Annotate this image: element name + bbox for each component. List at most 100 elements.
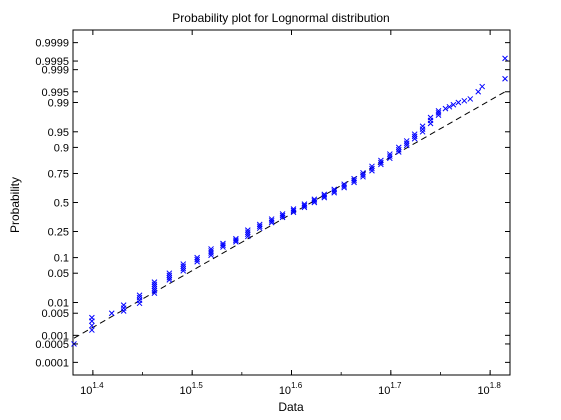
y-tick-label: 0.005 — [41, 308, 69, 320]
x-tick-exponent: 1.4 — [92, 381, 104, 390]
data-point — [290, 206, 297, 212]
data-point — [435, 112, 442, 118]
x-tick-label: 101.7 — [378, 381, 402, 397]
data-point — [331, 188, 338, 194]
data-point — [166, 270, 173, 277]
data-point — [256, 223, 263, 230]
data-point — [89, 322, 95, 329]
data-point — [166, 272, 173, 279]
y-tick-label: 0.9995 — [35, 56, 69, 68]
data-point — [166, 274, 173, 281]
data-point — [244, 227, 251, 234]
data-point — [233, 235, 239, 242]
data-point — [180, 261, 187, 267]
x-tick-base: 10 — [378, 385, 390, 397]
data-point — [378, 159, 384, 166]
data-point — [395, 146, 402, 153]
data-point — [89, 314, 95, 321]
x-axis: 101.4 101.5 101.6 101.7 101.8 — [80, 30, 501, 397]
y-tick-label: 0.0005 — [35, 339, 69, 351]
data-point — [450, 101, 457, 108]
data-point — [244, 233, 251, 240]
reference-line-layer — [73, 91, 506, 339]
y-tick-label: 0.1 — [54, 253, 69, 265]
x-tick-label: 101.4 — [80, 381, 104, 397]
data-point — [403, 138, 410, 144]
data-point — [386, 153, 393, 159]
data-point — [194, 254, 201, 261]
data-point — [351, 175, 357, 182]
data-point — [378, 157, 384, 164]
data-point — [166, 276, 173, 283]
x-tick-exponent: 1.8 — [490, 381, 502, 390]
x-axis-label: Data — [278, 400, 304, 414]
data-point — [256, 221, 263, 228]
y-tick-label: 0.999 — [41, 65, 69, 77]
y-tick-label: 0.9999 — [35, 38, 69, 50]
data-point — [331, 186, 338, 193]
data-point — [442, 105, 449, 112]
data-point — [311, 198, 318, 204]
data-point — [427, 114, 434, 121]
plot-area — [72, 29, 511, 376]
data-point — [151, 287, 158, 294]
data-point — [233, 237, 239, 244]
data-point — [386, 155, 393, 162]
data-point — [475, 88, 482, 95]
y-tick-label: 0.05 — [48, 268, 69, 280]
data-point — [395, 149, 402, 155]
data-markers — [71, 55, 508, 347]
data-point — [120, 302, 127, 308]
data-point — [180, 263, 187, 270]
data-point — [151, 290, 158, 296]
data-point — [461, 97, 468, 104]
y-axis-label: Probability — [8, 177, 22, 233]
data-point — [151, 279, 158, 285]
data-point — [502, 55, 508, 62]
data-point — [301, 202, 308, 209]
data-point — [435, 107, 442, 114]
x-tick-exponent: 1.7 — [390, 381, 402, 390]
y-tick-label: 0.95 — [48, 127, 69, 139]
data-point — [411, 133, 418, 140]
data-point — [108, 310, 115, 317]
chart-title: Probability plot for Lognormal distribut… — [172, 11, 389, 25]
x-tick-label: 101.5 — [179, 381, 203, 397]
data-point — [403, 140, 410, 147]
data-point — [151, 285, 158, 292]
data-point — [208, 250, 214, 256]
y-tick-label: 0.995 — [41, 87, 69, 99]
data-point — [151, 283, 158, 290]
data-point — [321, 191, 328, 198]
y-tick-label: 0.99 — [48, 97, 69, 109]
data-point — [369, 163, 375, 170]
data-point — [411, 135, 418, 142]
x-tick-label: 101.8 — [477, 381, 501, 397]
data-point — [244, 229, 251, 236]
data-point — [446, 103, 453, 110]
x-tick-base: 10 — [179, 385, 191, 397]
data-point — [136, 292, 143, 299]
data-point — [89, 327, 95, 333]
x-tick-base: 10 — [279, 385, 291, 397]
data-point — [180, 267, 187, 274]
data-point — [244, 231, 251, 238]
y-tick-label: 0.9 — [54, 142, 69, 154]
data-point — [180, 265, 187, 272]
data-point — [136, 294, 143, 301]
data-point — [151, 281, 158, 288]
x-tick-exponent: 1.6 — [291, 381, 303, 390]
y-tick-label: 0.75 — [48, 169, 69, 181]
y-tick-label: 0.001 — [41, 330, 69, 342]
x-tick-base: 10 — [477, 385, 489, 397]
data-point — [220, 240, 226, 247]
data-point — [279, 212, 286, 219]
data-point — [301, 201, 308, 207]
data-point — [341, 181, 347, 188]
data-point — [369, 167, 375, 174]
data-point — [341, 183, 347, 189]
data-point — [479, 83, 486, 90]
data-point — [268, 216, 275, 222]
